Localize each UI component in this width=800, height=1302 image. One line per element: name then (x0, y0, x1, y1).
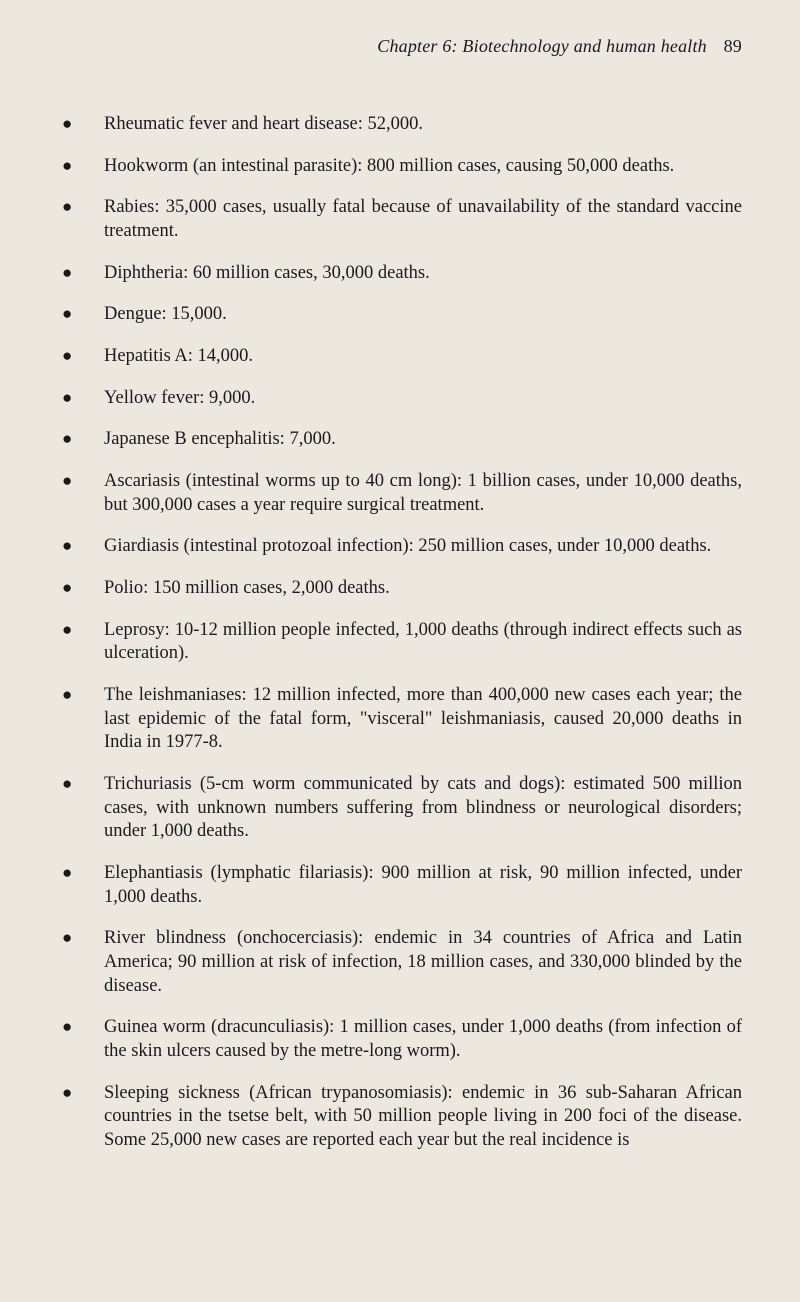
list-item-text: Sleeping sickness (African trypanosomias… (104, 1083, 742, 1150)
list-item: The leishmaniases: 12 million infected, … (62, 684, 742, 755)
list-item-text: River blindness (onchocerciasis): endemi… (104, 928, 742, 995)
list-item: Hookworm (an intestinal parasite): 800 m… (62, 155, 742, 179)
list-item-text: Dengue: 15,000. (104, 304, 227, 324)
list-item-text: Rheumatic fever and heart disease: 52,00… (104, 114, 423, 134)
list-item: Rheumatic fever and heart disease: 52,00… (62, 113, 742, 137)
list-item-text: Guinea worm (dracunculiasis): 1 million … (104, 1017, 742, 1061)
list-item: Elephantiasis (lymphatic filariasis): 90… (62, 862, 742, 909)
list-item-text: Trichuriasis (5-cm worm communicated by … (104, 774, 742, 841)
list-item: Ascariasis (intestinal worms up to 40 cm… (62, 470, 742, 517)
list-item: River blindness (onchocerciasis): endemi… (62, 927, 742, 998)
list-item: Japanese B encephalitis: 7,000. (62, 428, 742, 452)
list-item-text: Leprosy: 10-12 million people infected, … (104, 620, 742, 664)
list-item-text: Polio: 150 million cases, 2,000 deaths. (104, 578, 390, 598)
list-item: Guinea worm (dracunculiasis): 1 million … (62, 1016, 742, 1063)
list-item: Giardiasis (intestinal protozoal infecti… (62, 535, 742, 559)
bullet-list: Rheumatic fever and heart disease: 52,00… (62, 113, 742, 1153)
chapter-title: Chapter 6: Biotechnology and human healt… (377, 36, 707, 56)
list-item-text: Rabies: 35,000 cases, usually fatal beca… (104, 197, 742, 241)
list-item: Dengue: 15,000. (62, 303, 742, 327)
list-item: Leprosy: 10-12 million people infected, … (62, 619, 742, 666)
list-item: Hepatitis A: 14,000. (62, 345, 742, 369)
list-item-text: Elephantiasis (lymphatic filariasis): 90… (104, 863, 742, 907)
list-item-text: Japanese B encephalitis: 7,000. (104, 429, 336, 449)
list-item-text: Diphtheria: 60 million cases, 30,000 dea… (104, 263, 430, 283)
list-item-text: Hookworm (an intestinal parasite): 800 m… (104, 156, 674, 176)
list-item: Trichuriasis (5-cm worm communicated by … (62, 773, 742, 844)
list-item-text: Hepatitis A: 14,000. (104, 346, 253, 366)
list-item: Sleeping sickness (African trypanosomias… (62, 1082, 742, 1153)
list-item: Rabies: 35,000 cases, usually fatal beca… (62, 196, 742, 243)
list-item-text: Ascariasis (intestinal worms up to 40 cm… (104, 471, 742, 515)
list-item-text: Yellow fever: 9,000. (104, 388, 255, 408)
page-container: Chapter 6: Biotechnology and human healt… (0, 0, 800, 1302)
list-item: Polio: 150 million cases, 2,000 deaths. (62, 577, 742, 601)
page-header: Chapter 6: Biotechnology and human healt… (62, 36, 742, 57)
list-item-text: The leishmaniases: 12 million infected, … (104, 685, 742, 752)
list-item: Yellow fever: 9,000. (62, 387, 742, 411)
list-item-text: Giardiasis (intestinal protozoal infecti… (104, 536, 711, 556)
page-number: 89 (724, 36, 742, 56)
list-item: Diphtheria: 60 million cases, 30,000 dea… (62, 262, 742, 286)
